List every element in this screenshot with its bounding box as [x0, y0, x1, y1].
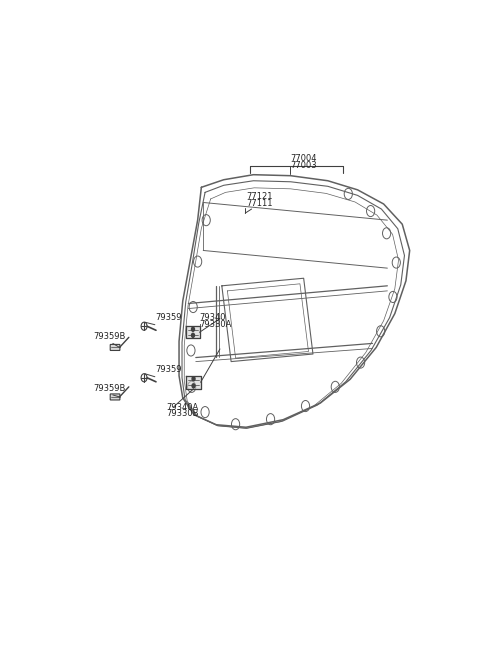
Polygon shape: [186, 376, 201, 389]
Text: 77004: 77004: [290, 154, 317, 163]
Text: 77121: 77121: [246, 192, 273, 201]
Text: 79340A: 79340A: [166, 403, 198, 412]
Text: 77003: 77003: [290, 161, 317, 170]
Polygon shape: [186, 326, 200, 338]
Text: 79330A: 79330A: [200, 319, 232, 329]
Text: 79330B: 79330B: [166, 409, 199, 418]
Text: 77111: 77111: [246, 199, 273, 207]
Text: 79340: 79340: [200, 313, 226, 322]
Text: 79359B: 79359B: [94, 333, 126, 341]
FancyBboxPatch shape: [110, 344, 120, 350]
FancyBboxPatch shape: [110, 394, 120, 400]
Text: 79359: 79359: [155, 313, 181, 322]
Circle shape: [192, 377, 195, 380]
Text: 79359: 79359: [155, 365, 181, 374]
Circle shape: [192, 333, 194, 337]
Circle shape: [192, 384, 195, 388]
Circle shape: [192, 327, 194, 331]
Text: 79359B: 79359B: [94, 384, 126, 393]
